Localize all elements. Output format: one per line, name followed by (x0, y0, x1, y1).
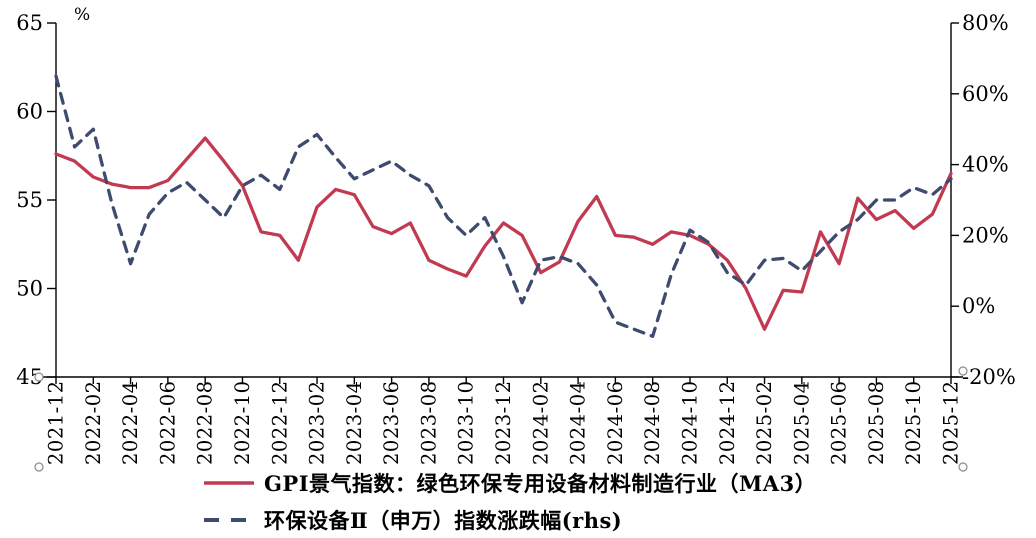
legend-label-gpi-index: GPI景气指数：绿色环保专用设备材料制造行业（MA3） (264, 471, 817, 496)
x-axis-tick-label: 2022-10 (231, 380, 254, 465)
right-axis-tick-label: 0% (962, 294, 995, 318)
x-axis-tick-label: 2025-04 (790, 380, 813, 465)
left-axis-tick-label: 65 (16, 11, 43, 35)
left-axis-unit-label: % (74, 5, 90, 25)
x-axis-tick-label: 2024-06 (604, 380, 627, 465)
left-axis-tick-label: 50 (16, 277, 43, 301)
right-axis-tick-label: -20% (962, 365, 1016, 389)
x-axis-tick-label: 2024-10 (678, 380, 701, 465)
x-axis-tick-label: 2025-08 (865, 380, 888, 465)
x-axis-tick-label: 2022-08 (194, 380, 217, 465)
x-axis-tick-label: 2023-10 (455, 380, 478, 465)
x-axis-tick-label: 2025-02 (753, 380, 776, 465)
selection-handle[interactable] (958, 462, 968, 472)
legend-solid-line-marker (204, 481, 254, 485)
legend-dashed-line-marker (204, 518, 252, 522)
legend-item-env-equip-index[interactable]: 环保设备Ⅱ（申万）指数涨跌幅(rhs) (203, 505, 816, 535)
x-axis-tick-label: 2024-02 (529, 380, 552, 465)
series-line-env-equip-index (54, 74, 953, 338)
selection-handle[interactable] (958, 366, 968, 376)
x-axis-tick-label: 2023-08 (417, 380, 440, 465)
x-axis-tick-label: 2022-04 (119, 380, 142, 465)
x-axis-tick-label: 2025-12 (940, 380, 963, 465)
legend-label-env-equip-index: 环保设备Ⅱ（申万）指数涨跌幅(rhs) (264, 508, 623, 533)
right-axis-tick-label: 20% (962, 223, 1009, 247)
left-axis-tick-label: 55 (16, 188, 43, 212)
right-axis-tick-label: 60% (962, 82, 1009, 106)
x-axis-tick-label: 2021-12 (45, 380, 68, 465)
x-axis-tick-label: 2022-02 (82, 380, 105, 465)
x-axis-tick-label: 2024-12 (716, 380, 739, 465)
right-axis-tick-label: 40% (962, 153, 1009, 177)
x-axis-tick-label: 2022-06 (156, 380, 179, 465)
right-axis-tick-label: 80% (962, 11, 1009, 35)
chart-legend: GPI景气指数：绿色环保专用设备材料制造行业（MA3） 环保设备Ⅱ（申万）指数涨… (203, 468, 816, 535)
x-axis-tick-label: 2024-04 (567, 380, 590, 465)
x-axis-tick-label: 2022-12 (268, 380, 291, 465)
x-axis-tick-label: 2023-02 (306, 380, 329, 465)
x-axis-tick-label: 2024-08 (641, 380, 664, 465)
x-axis-tick-label: 2023-06 (380, 380, 403, 465)
x-axis-tick-label: 2025-10 (902, 380, 925, 465)
x-axis-tick-label: 2023-04 (343, 380, 366, 465)
legend-item-gpi-index[interactable]: GPI景气指数：绿色环保专用设备材料制造行业（MA3） (203, 468, 816, 498)
series-line-gpi-index (54, 136, 953, 331)
left-axis-tick-label: 60 (16, 100, 43, 124)
x-axis-tick-label: 2025-06 (828, 380, 851, 465)
x-axis-tick-label: 2023-12 (492, 380, 515, 465)
selection-handle[interactable] (34, 462, 44, 472)
selection-handle[interactable] (34, 372, 44, 382)
